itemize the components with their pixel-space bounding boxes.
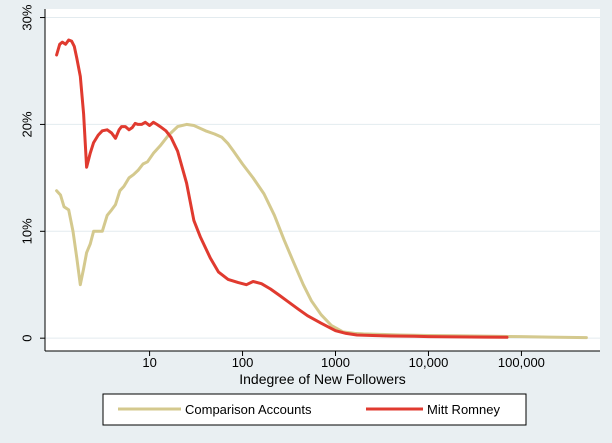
y-tick-label: 20% [19,111,34,137]
x-tick-label: 100 [232,355,254,370]
series-layer [55,38,588,340]
y-tick-label: 10% [19,218,34,244]
x-tick-label: 1000 [321,355,350,370]
legend: Comparison Accounts Mitt Romney [102,393,527,426]
axes: 0 10% 20% 30% 10 100 1000 10,000 100,000 [19,4,600,370]
legend-label-comparison-accounts: Comparison Accounts [185,402,312,417]
plot-area [45,9,600,351]
x-tick-label: 10 [142,355,156,370]
legend-label-mitt-romney: Mitt Romney [427,402,500,417]
series-line-mitt-romney [55,38,509,339]
y-tick-label: 0 [19,335,34,342]
x-tick-label: 100,000 [498,355,545,370]
x-tick-label: 10,000 [409,355,449,370]
x-axis-title: Indegree of New Followers [239,371,406,387]
y-tick-label: 30% [19,4,34,30]
